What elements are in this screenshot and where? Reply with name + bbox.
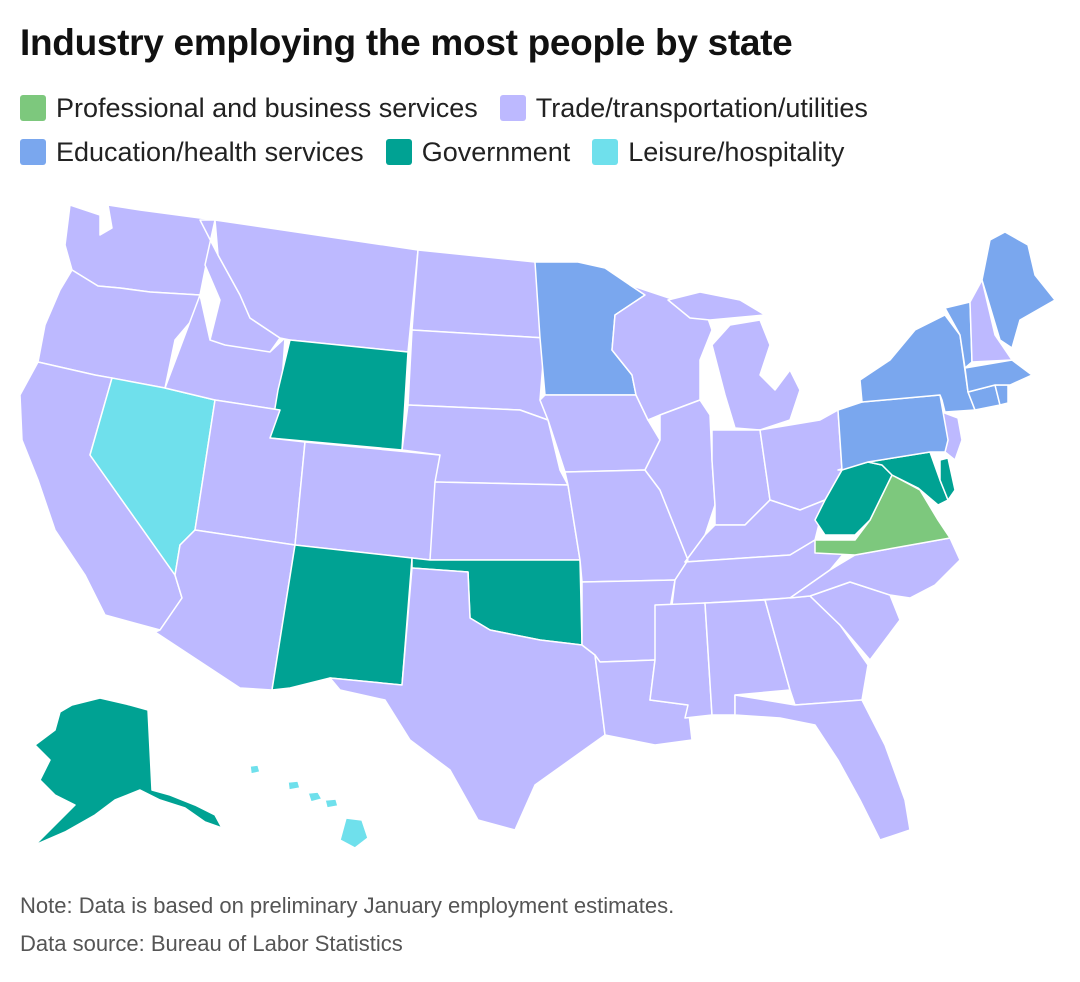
footnote: Note: Data is based on preliminary Janua… [20, 893, 675, 918]
legend-item-trade: Trade/transportation/utilities [499, 92, 868, 124]
legend-item-education: Education/health services [20, 136, 364, 168]
state-mississippi [649, 602, 713, 719]
state-wyoming [269, 339, 409, 451]
legend-label-trade: Trade/transportation/utilities [535, 92, 868, 123]
state-hawaii [307, 791, 323, 803]
state-new-mexico [271, 544, 413, 691]
state-delaware [939, 457, 956, 501]
legend-item-leisure: Leisure/hospitality [592, 136, 844, 168]
state-hawaii [324, 798, 339, 809]
state-texas [329, 567, 606, 831]
legend-swatch-professional [20, 95, 46, 121]
map-title: Industry employing the most people by st… [20, 22, 793, 63]
state-montana [214, 219, 419, 353]
legend-swatch-education [20, 139, 46, 165]
legend-label-education: Education/health services [56, 136, 364, 167]
state-alaska [34, 697, 223, 846]
legend-swatch-leisure [592, 139, 619, 165]
legend-swatch-government [385, 139, 412, 165]
legend: Professional and business services Trade… [20, 92, 1060, 168]
state-vermont [944, 301, 973, 369]
data-source: Data source: Bureau of Labor Statistics [20, 931, 403, 956]
state-oregon [37, 269, 201, 389]
legend-label-government: Government [421, 136, 571, 167]
state-florida [734, 694, 911, 841]
legend-item-government: Government [385, 136, 571, 168]
state-north-dakota [411, 249, 546, 339]
state-maryland [867, 451, 949, 506]
legend-label-leisure: Leisure/hospitality [628, 136, 845, 167]
legend-swatch-trade [499, 95, 526, 121]
state-maine [981, 231, 1056, 349]
legend-item-professional: Professional and business services [20, 92, 478, 124]
state-michigan [667, 291, 801, 431]
state-hawaii [249, 764, 261, 775]
state-colorado [294, 441, 441, 561]
us-choropleth-map [19, 204, 1056, 849]
state-new-hampshire [969, 279, 1013, 363]
legend-label-professional: Professional and business services [56, 92, 478, 123]
states-layer [19, 204, 1056, 849]
state-hawaii [339, 817, 369, 849]
state-hawaii [287, 780, 301, 791]
state-kansas [429, 481, 581, 561]
